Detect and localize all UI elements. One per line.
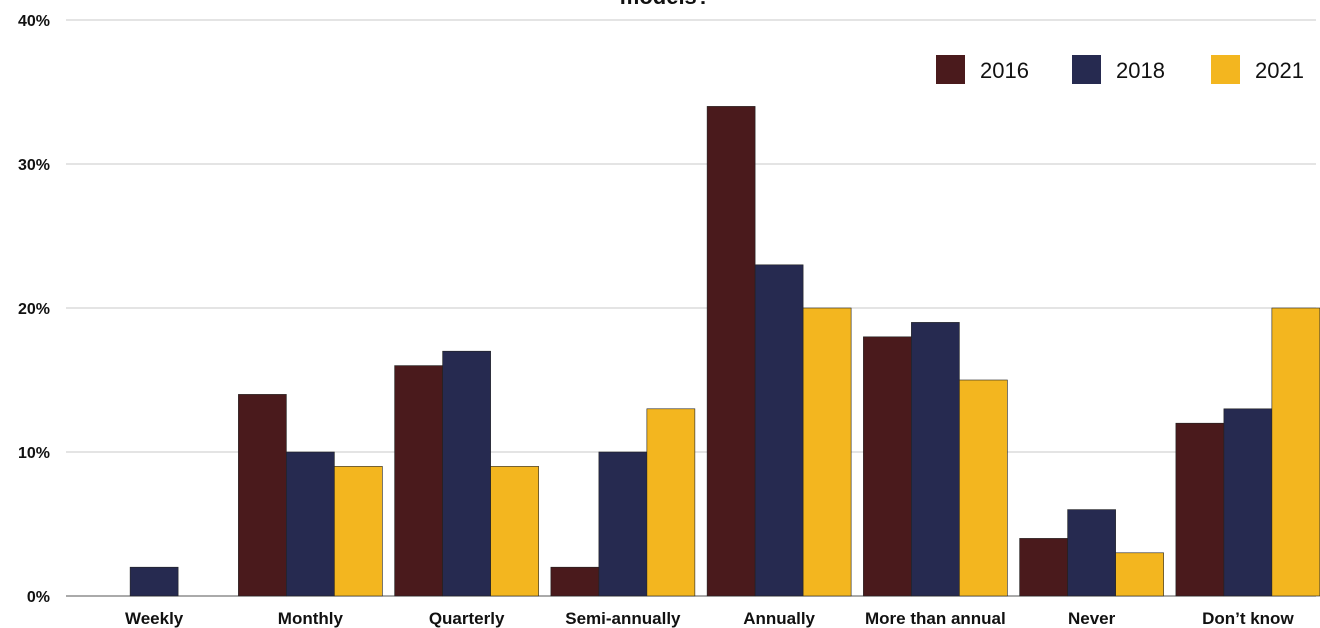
legend-swatch-2016 [936,55,965,84]
y-tick-label: 40% [18,13,50,30]
y-tick-label: 0% [27,589,50,606]
bar-2018-semi-annually [598,451,648,597]
chart-title: models? [620,0,710,9]
x-category-label: Annually [743,609,815,628]
legend-label-2021: 2021 [1255,58,1304,83]
bars [129,106,1320,597]
bar-2018-annually [754,264,804,597]
x-category-label: More than annual [865,609,1006,628]
bar-2018-weekly [129,566,179,597]
x-axis-category-labels: Weekly Monthly Quarterly Semi-annually Annua… [125,609,1294,628]
bar-2016-more-than-annual [863,336,912,597]
y-tick-label: 30% [18,157,50,174]
bar-2021-annually [802,307,852,597]
x-category-label: Monthly [278,609,344,628]
legend-swatch-2021 [1211,55,1240,84]
bar-2021-quarterly [490,466,539,597]
bar-2016-semi-annually [550,566,600,597]
bar-2016-never [1019,538,1068,597]
x-category-label: Don’t know [1202,609,1294,628]
bar-2021-more-than-annual [959,379,1008,597]
y-tick-label: 10% [18,445,50,462]
bar-2016-don-t-know [1175,422,1225,597]
bar-2018-never [1067,509,1116,597]
bar-2018-quarterly [442,350,491,597]
y-tick-label: 20% [18,301,50,318]
x-category-label: Semi-annually [565,609,681,628]
bar-2016-quarterly [394,365,443,597]
bar-2016-monthly [238,394,287,597]
legend: 2016 2018 2021 [936,55,1304,84]
x-category-label: Quarterly [429,609,505,628]
bar-2018-more-than-annual [911,322,960,597]
bar-2016-annually [706,106,756,597]
bar-2021-never [1115,552,1164,597]
x-category-label: Never [1068,609,1116,628]
bar-2021-monthly [334,466,383,597]
bar-2018-monthly [286,451,335,597]
legend-swatch-2018 [1072,55,1101,84]
bar-2021-don-t-know [1271,307,1320,597]
legend-label-2016: 2016 [980,58,1029,83]
x-category-label: Weekly [125,609,184,628]
bar-2021-semi-annually [646,408,696,597]
legend-label-2018: 2018 [1116,58,1165,83]
bar-2018-don-t-know [1223,408,1273,597]
y-axis-tick-labels: 0% 10% 20% 30% 40% [18,13,50,606]
